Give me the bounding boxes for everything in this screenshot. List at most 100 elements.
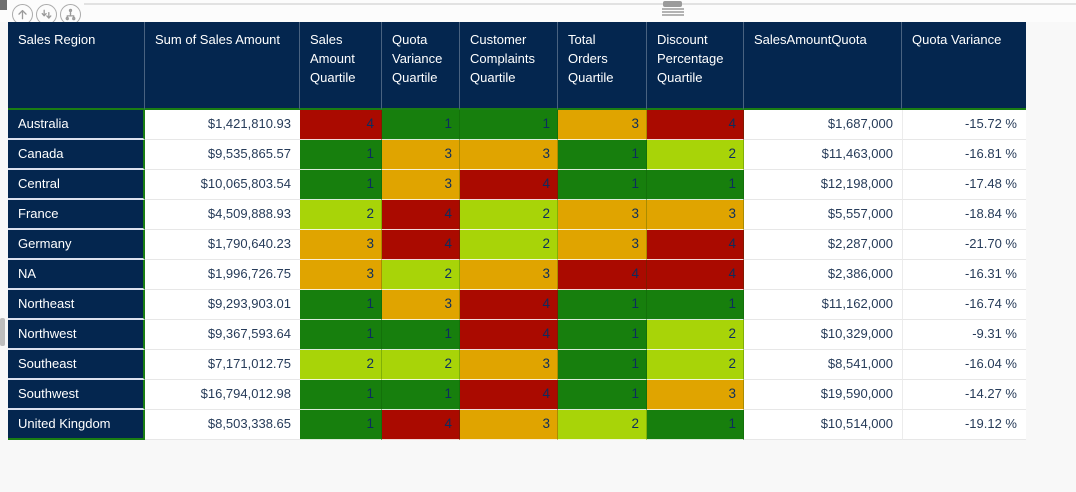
column-header-variance[interactable]: Quota Variance — [902, 22, 1026, 110]
cell-sales[interactable]: $1,996,726.75 — [145, 260, 300, 290]
cell-variance[interactable]: -21.70 % — [902, 230, 1026, 260]
cell-q_sales[interactable]: 1 — [300, 380, 382, 410]
cell-q_complaints[interactable]: 3 — [460, 350, 558, 380]
cell-q_discount[interactable]: 3 — [647, 200, 744, 230]
cell-sales[interactable]: $1,790,640.23 — [145, 230, 300, 260]
cell-q_orders[interactable]: 4 — [558, 260, 647, 290]
cell-variance[interactable]: -16.81 % — [902, 140, 1026, 170]
cell-q_quota_var[interactable]: 2 — [382, 260, 460, 290]
cell-sales[interactable]: $9,293,903.01 — [145, 290, 300, 320]
cell-q_quota_var[interactable]: 1 — [382, 380, 460, 410]
cell-q_quota_var[interactable]: 4 — [382, 230, 460, 260]
cell-quota[interactable]: $5,557,000 — [744, 200, 902, 230]
cell-q_discount[interactable]: 1 — [647, 290, 744, 320]
cell-q_orders[interactable]: 1 — [558, 320, 647, 350]
cell-q_sales[interactable]: 1 — [300, 140, 382, 170]
cell-sales[interactable]: $9,535,865.57 — [145, 140, 300, 170]
cell-q_complaints[interactable]: 3 — [460, 260, 558, 290]
cell-q_discount[interactable]: 3 — [647, 380, 744, 410]
cell-q_quota_var[interactable]: 3 — [382, 170, 460, 200]
pane-splitter-handle[interactable] — [663, 1, 682, 7]
cell-variance[interactable]: -18.84 % — [902, 200, 1026, 230]
column-header-q_sales[interactable]: Sales Amount Quartile — [300, 22, 382, 110]
cell-q_discount[interactable]: 1 — [647, 170, 744, 200]
column-header-sales[interactable]: Sum of Sales Amount — [145, 22, 300, 110]
cell-region[interactable]: Germany — [8, 230, 145, 260]
cell-variance[interactable]: -17.48 % — [902, 170, 1026, 200]
cell-q_quota_var[interactable]: 3 — [382, 290, 460, 320]
cell-q_orders[interactable]: 1 — [558, 290, 647, 320]
cell-region[interactable]: Northwest — [8, 320, 145, 350]
cell-q_complaints[interactable]: 2 — [460, 230, 558, 260]
cell-region[interactable]: Canada — [8, 140, 145, 170]
cell-q_discount[interactable]: 4 — [647, 230, 744, 260]
vertical-scrollbar-thumb[interactable] — [0, 318, 5, 346]
cell-q_quota_var[interactable]: 1 — [382, 110, 460, 140]
cell-q_complaints[interactable]: 3 — [460, 410, 558, 440]
cell-q_orders[interactable]: 1 — [558, 350, 647, 380]
cell-quota[interactable]: $1,687,000 — [744, 110, 902, 140]
cell-q_sales[interactable]: 1 — [300, 170, 382, 200]
cell-q_sales[interactable]: 1 — [300, 410, 382, 440]
drill-down-next-level-icon[interactable] — [36, 4, 57, 25]
cell-sales[interactable]: $1,421,810.93 — [145, 110, 300, 140]
cell-sales[interactable]: $4,509,888.93 — [145, 200, 300, 230]
cell-q_orders[interactable]: 3 — [558, 200, 647, 230]
cell-quota[interactable]: $10,329,000 — [744, 320, 902, 350]
cell-q_sales[interactable]: 2 — [300, 200, 382, 230]
cell-q_sales[interactable]: 2 — [300, 350, 382, 380]
cell-q_orders[interactable]: 3 — [558, 110, 647, 140]
cell-q_discount[interactable]: 1 — [647, 410, 744, 440]
column-header-q_quota_var[interactable]: Quota Variance Quartile — [382, 22, 460, 110]
cell-q_complaints[interactable]: 4 — [460, 380, 558, 410]
cell-quota[interactable]: $11,162,000 — [744, 290, 902, 320]
cell-quota[interactable]: $10,514,000 — [744, 410, 902, 440]
cell-variance[interactable]: -16.31 % — [902, 260, 1026, 290]
cell-q_sales[interactable]: 1 — [300, 320, 382, 350]
cell-quota[interactable]: $2,386,000 — [744, 260, 902, 290]
column-header-q_complaints[interactable]: Customer Complaints Quartile — [460, 22, 558, 110]
cell-q_complaints[interactable]: 3 — [460, 140, 558, 170]
cell-q_orders[interactable]: 3 — [558, 230, 647, 260]
cell-variance[interactable]: -16.74 % — [902, 290, 1026, 320]
cell-variance[interactable]: -15.72 % — [902, 110, 1026, 140]
cell-q_sales[interactable]: 3 — [300, 260, 382, 290]
cell-region[interactable]: Northeast — [8, 290, 145, 320]
cell-q_discount[interactable]: 2 — [647, 320, 744, 350]
pane-splitter-grip-icon[interactable] — [662, 8, 684, 16]
cell-q_discount[interactable]: 4 — [647, 110, 744, 140]
cell-region[interactable]: NA — [8, 260, 145, 290]
cell-q_discount[interactable]: 4 — [647, 260, 744, 290]
cell-q_orders[interactable]: 1 — [558, 140, 647, 170]
cell-quota[interactable]: $8,541,000 — [744, 350, 902, 380]
cell-q_complaints[interactable]: 4 — [460, 320, 558, 350]
cell-variance[interactable]: -9.31 % — [902, 320, 1026, 350]
cell-variance[interactable]: -14.27 % — [902, 380, 1026, 410]
cell-quota[interactable]: $11,463,000 — [744, 140, 902, 170]
cell-q_orders[interactable]: 1 — [558, 380, 647, 410]
cell-q_sales[interactable]: 3 — [300, 230, 382, 260]
cell-q_quota_var[interactable]: 3 — [382, 140, 460, 170]
column-header-q_discount[interactable]: Discount Percentage Quartile — [647, 22, 744, 110]
cell-sales[interactable]: $16,794,012.98 — [145, 380, 300, 410]
cell-sales[interactable]: $9,367,593.64 — [145, 320, 300, 350]
cell-q_complaints[interactable]: 4 — [460, 290, 558, 320]
cell-variance[interactable]: -19.12 % — [902, 410, 1026, 440]
cell-region[interactable]: Southeast — [8, 350, 145, 380]
cell-q_orders[interactable]: 1 — [558, 170, 647, 200]
cell-q_quota_var[interactable]: 1 — [382, 320, 460, 350]
cell-quota[interactable]: $19,590,000 — [744, 380, 902, 410]
cell-q_discount[interactable]: 2 — [647, 140, 744, 170]
column-header-region[interactable]: Sales Region — [8, 22, 145, 110]
cell-region[interactable]: Southwest — [8, 380, 145, 410]
cell-q_complaints[interactable]: 1 — [460, 110, 558, 140]
cell-region[interactable]: United Kingdom — [8, 410, 145, 440]
cell-q_discount[interactable]: 2 — [647, 350, 744, 380]
cell-q_quota_var[interactable]: 4 — [382, 200, 460, 230]
cell-sales[interactable]: $8,503,338.65 — [145, 410, 300, 440]
cell-region[interactable]: Australia — [8, 110, 145, 140]
cell-q_sales[interactable]: 1 — [300, 290, 382, 320]
cell-sales[interactable]: $7,171,012.75 — [145, 350, 300, 380]
cell-q_sales[interactable]: 4 — [300, 110, 382, 140]
cell-q_quota_var[interactable]: 2 — [382, 350, 460, 380]
